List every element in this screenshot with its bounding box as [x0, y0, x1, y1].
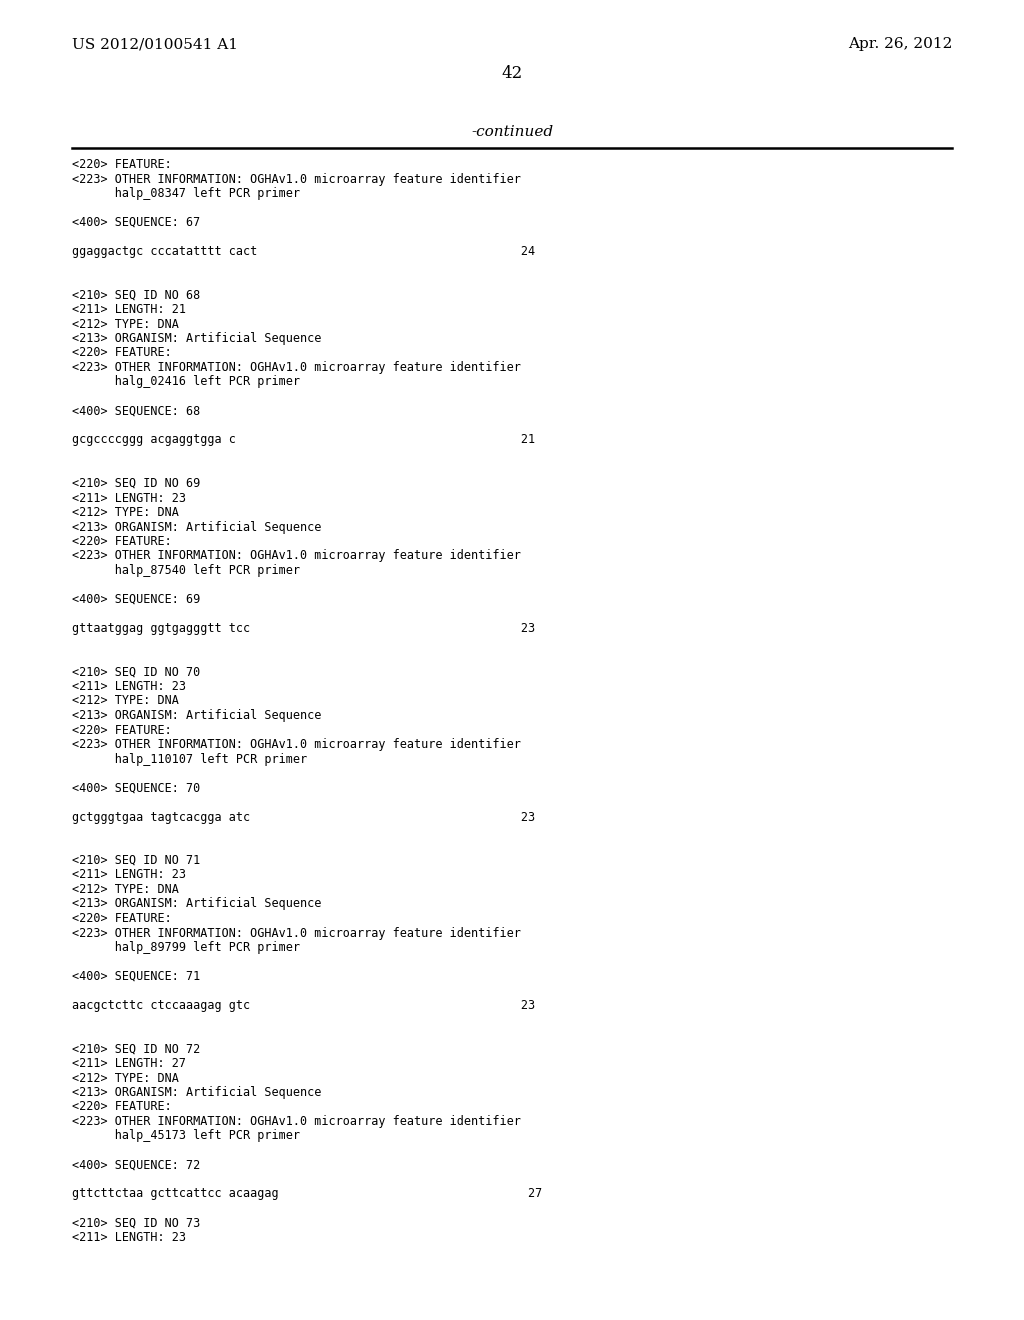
Text: <211> LENGTH: 27: <211> LENGTH: 27 — [72, 1057, 186, 1071]
Text: <213> ORGANISM: Artificial Sequence: <213> ORGANISM: Artificial Sequence — [72, 333, 322, 345]
Text: <210> SEQ ID NO 68: <210> SEQ ID NO 68 — [72, 289, 201, 301]
Text: <211> LENGTH: 23: <211> LENGTH: 23 — [72, 680, 186, 693]
Text: US 2012/0100541 A1: US 2012/0100541 A1 — [72, 37, 238, 51]
Text: <220> FEATURE:: <220> FEATURE: — [72, 346, 172, 359]
Text: <223> OTHER INFORMATION: OGHAv1.0 microarray feature identifier: <223> OTHER INFORMATION: OGHAv1.0 microa… — [72, 927, 521, 940]
Text: -continued: -continued — [471, 125, 553, 139]
Text: <212> TYPE: DNA: <212> TYPE: DNA — [72, 506, 179, 519]
Text: <223> OTHER INFORMATION: OGHAv1.0 microarray feature identifier: <223> OTHER INFORMATION: OGHAv1.0 microa… — [72, 360, 521, 374]
Text: <400> SEQUENCE: 72: <400> SEQUENCE: 72 — [72, 1159, 201, 1172]
Text: <211> LENGTH: 23: <211> LENGTH: 23 — [72, 869, 186, 882]
Text: <210> SEQ ID NO 72: <210> SEQ ID NO 72 — [72, 1043, 201, 1056]
Text: 42: 42 — [502, 65, 522, 82]
Text: <211> LENGTH: 23: <211> LENGTH: 23 — [72, 1232, 186, 1243]
Text: <400> SEQUENCE: 70: <400> SEQUENCE: 70 — [72, 781, 201, 795]
Text: <212> TYPE: DNA: <212> TYPE: DNA — [72, 1072, 179, 1085]
Text: <220> FEATURE:: <220> FEATURE: — [72, 1101, 172, 1114]
Text: <210> SEQ ID NO 69: <210> SEQ ID NO 69 — [72, 477, 201, 490]
Text: <212> TYPE: DNA: <212> TYPE: DNA — [72, 318, 179, 330]
Text: <223> OTHER INFORMATION: OGHAv1.0 microarray feature identifier: <223> OTHER INFORMATION: OGHAv1.0 microa… — [72, 173, 521, 186]
Text: <220> FEATURE:: <220> FEATURE: — [72, 158, 172, 172]
Text: aacgctcttc ctccaaagag gtc                                      23: aacgctcttc ctccaaagag gtc 23 — [72, 999, 536, 1012]
Text: halp_87540 left PCR primer: halp_87540 left PCR primer — [72, 564, 300, 577]
Text: <213> ORGANISM: Artificial Sequence: <213> ORGANISM: Artificial Sequence — [72, 1086, 322, 1100]
Text: gcgccccggg acgaggtgga c                                        21: gcgccccggg acgaggtgga c 21 — [72, 433, 536, 446]
Text: <210> SEQ ID NO 71: <210> SEQ ID NO 71 — [72, 854, 201, 867]
Text: halg_02416 left PCR primer: halg_02416 left PCR primer — [72, 375, 300, 388]
Text: <212> TYPE: DNA: <212> TYPE: DNA — [72, 694, 179, 708]
Text: <210> SEQ ID NO 70: <210> SEQ ID NO 70 — [72, 665, 201, 678]
Text: <220> FEATURE:: <220> FEATURE: — [72, 535, 172, 548]
Text: <400> SEQUENCE: 71: <400> SEQUENCE: 71 — [72, 970, 201, 983]
Text: ggaggactgc cccatatttt cact                                     24: ggaggactgc cccatatttt cact 24 — [72, 246, 536, 257]
Text: <210> SEQ ID NO 73: <210> SEQ ID NO 73 — [72, 1217, 201, 1229]
Text: Apr. 26, 2012: Apr. 26, 2012 — [848, 37, 952, 51]
Text: gttcttctaa gcttcattcc acaagag                                   27: gttcttctaa gcttcattcc acaagag 27 — [72, 1188, 543, 1200]
Text: <212> TYPE: DNA: <212> TYPE: DNA — [72, 883, 179, 896]
Text: halp_45173 left PCR primer: halp_45173 left PCR primer — [72, 1130, 300, 1143]
Text: halp_89799 left PCR primer: halp_89799 left PCR primer — [72, 941, 300, 954]
Text: <213> ORGANISM: Artificial Sequence: <213> ORGANISM: Artificial Sequence — [72, 520, 322, 533]
Text: halp_08347 left PCR primer: halp_08347 left PCR primer — [72, 187, 300, 201]
Text: <400> SEQUENCE: 68: <400> SEQUENCE: 68 — [72, 404, 201, 417]
Text: gctgggtgaa tagtcacgga atc                                      23: gctgggtgaa tagtcacgga atc 23 — [72, 810, 536, 824]
Text: <211> LENGTH: 23: <211> LENGTH: 23 — [72, 491, 186, 504]
Text: <220> FEATURE:: <220> FEATURE: — [72, 912, 172, 925]
Text: <223> OTHER INFORMATION: OGHAv1.0 microarray feature identifier: <223> OTHER INFORMATION: OGHAv1.0 microa… — [72, 738, 521, 751]
Text: <400> SEQUENCE: 69: <400> SEQUENCE: 69 — [72, 593, 201, 606]
Text: <220> FEATURE:: <220> FEATURE: — [72, 723, 172, 737]
Text: <223> OTHER INFORMATION: OGHAv1.0 microarray feature identifier: <223> OTHER INFORMATION: OGHAv1.0 microa… — [72, 1115, 521, 1129]
Text: <223> OTHER INFORMATION: OGHAv1.0 microarray feature identifier: <223> OTHER INFORMATION: OGHAv1.0 microa… — [72, 549, 521, 562]
Text: <211> LENGTH: 21: <211> LENGTH: 21 — [72, 304, 186, 315]
Text: <400> SEQUENCE: 67: <400> SEQUENCE: 67 — [72, 216, 201, 228]
Text: <213> ORGANISM: Artificial Sequence: <213> ORGANISM: Artificial Sequence — [72, 898, 322, 911]
Text: halp_110107 left PCR primer: halp_110107 left PCR primer — [72, 752, 307, 766]
Text: gttaatggag ggtgagggtt tcc                                      23: gttaatggag ggtgagggtt tcc 23 — [72, 622, 536, 635]
Text: <213> ORGANISM: Artificial Sequence: <213> ORGANISM: Artificial Sequence — [72, 709, 322, 722]
